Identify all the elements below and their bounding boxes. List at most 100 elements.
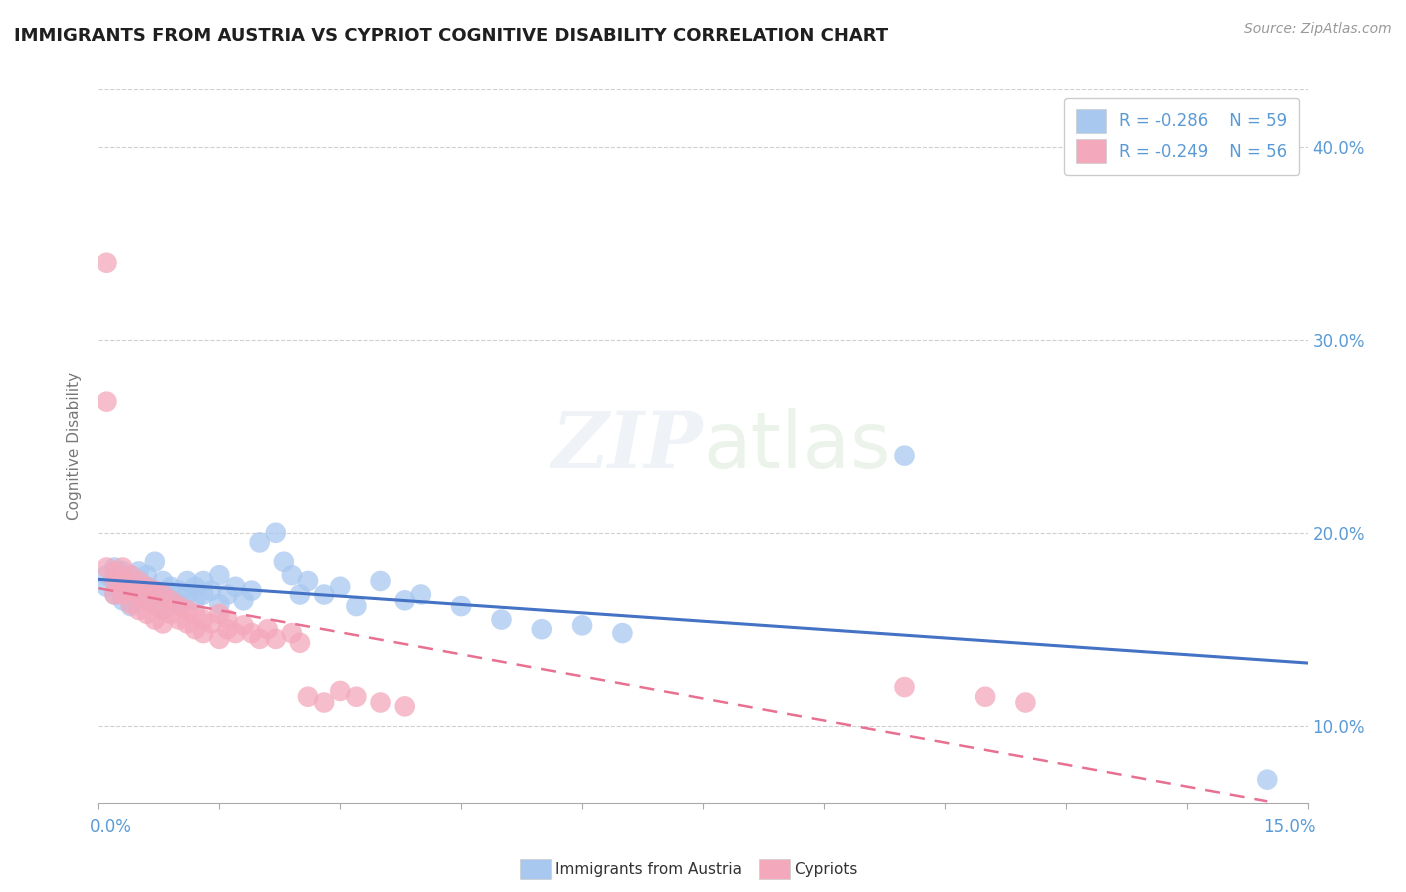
Point — [128, 565, 150, 579]
Point — [120, 568, 142, 582]
Point — [217, 587, 239, 601]
Point — [193, 613, 215, 627]
Point — [394, 593, 416, 607]
Point — [103, 587, 125, 601]
Point — [176, 574, 198, 588]
Point — [128, 587, 150, 601]
Point — [96, 560, 118, 574]
Point — [184, 593, 207, 607]
Point — [288, 587, 311, 601]
Point — [111, 580, 134, 594]
Point — [281, 626, 304, 640]
Point — [273, 555, 295, 569]
Point — [1014, 696, 1036, 710]
Point — [120, 599, 142, 613]
Text: Source: ZipAtlas.com: Source: ZipAtlas.com — [1244, 22, 1392, 37]
Point — [167, 583, 190, 598]
Point — [184, 580, 207, 594]
Text: 15.0%: 15.0% — [1263, 818, 1316, 836]
Point — [128, 603, 150, 617]
Point — [160, 593, 183, 607]
Point — [193, 626, 215, 640]
Text: IMMIGRANTS FROM AUSTRIA VS CYPRIOT COGNITIVE DISABILITY CORRELATION CHART: IMMIGRANTS FROM AUSTRIA VS CYPRIOT COGNI… — [14, 27, 889, 45]
Point — [200, 583, 222, 598]
Point — [135, 593, 157, 607]
Point — [152, 603, 174, 617]
Point — [530, 622, 553, 636]
Point — [120, 597, 142, 611]
Point — [370, 574, 392, 588]
Point — [394, 699, 416, 714]
Point — [152, 587, 174, 601]
Point — [128, 574, 150, 588]
Point — [344, 599, 367, 613]
Point — [111, 574, 134, 588]
Point — [314, 587, 336, 601]
Point — [208, 632, 231, 646]
Point — [344, 690, 367, 704]
Point — [103, 560, 125, 574]
Point — [135, 593, 157, 607]
Point — [612, 626, 634, 640]
Point — [152, 587, 174, 601]
Point — [176, 603, 198, 617]
Point — [96, 256, 118, 270]
Point — [329, 580, 352, 594]
Point — [193, 574, 215, 588]
Point — [217, 613, 239, 627]
Point — [249, 535, 271, 549]
Point — [208, 568, 231, 582]
Point — [96, 394, 118, 409]
Point — [893, 680, 915, 694]
Point — [1256, 772, 1278, 787]
Point — [167, 597, 190, 611]
Point — [893, 449, 915, 463]
Point — [288, 636, 311, 650]
Point — [135, 607, 157, 621]
Point — [120, 583, 142, 598]
Text: Cypriots: Cypriots — [794, 863, 858, 877]
Point — [111, 587, 134, 601]
Point — [96, 580, 118, 594]
Point — [152, 574, 174, 588]
Point — [160, 593, 183, 607]
Point — [103, 565, 125, 579]
Point — [232, 593, 254, 607]
Point — [200, 616, 222, 631]
Point — [184, 622, 207, 636]
Point — [281, 568, 304, 582]
Text: atlas: atlas — [703, 408, 890, 484]
Point — [167, 613, 190, 627]
Point — [450, 599, 472, 613]
Point — [143, 597, 166, 611]
Point — [329, 684, 352, 698]
Point — [135, 568, 157, 582]
Point — [264, 525, 287, 540]
Point — [143, 613, 166, 627]
Text: Immigrants from Austria: Immigrants from Austria — [555, 863, 742, 877]
Point — [224, 580, 246, 594]
Point — [167, 599, 190, 613]
Point — [103, 574, 125, 588]
Point — [111, 565, 134, 579]
Y-axis label: Cognitive Disability: Cognitive Disability — [67, 372, 83, 520]
Point — [297, 690, 319, 704]
Point — [143, 583, 166, 598]
Point — [120, 583, 142, 598]
Point — [256, 622, 278, 636]
Point — [409, 587, 432, 601]
Point — [208, 597, 231, 611]
Point — [96, 568, 118, 582]
Point — [135, 580, 157, 594]
Point — [176, 616, 198, 631]
Point — [160, 580, 183, 594]
Point — [491, 613, 513, 627]
Point — [143, 555, 166, 569]
Point — [208, 607, 231, 621]
Point — [249, 632, 271, 646]
Point — [297, 574, 319, 588]
Point — [314, 696, 336, 710]
Point — [193, 587, 215, 601]
Legend: R = -0.286    N = 59, R = -0.249    N = 56: R = -0.286 N = 59, R = -0.249 N = 56 — [1064, 97, 1299, 175]
Point — [103, 574, 125, 588]
